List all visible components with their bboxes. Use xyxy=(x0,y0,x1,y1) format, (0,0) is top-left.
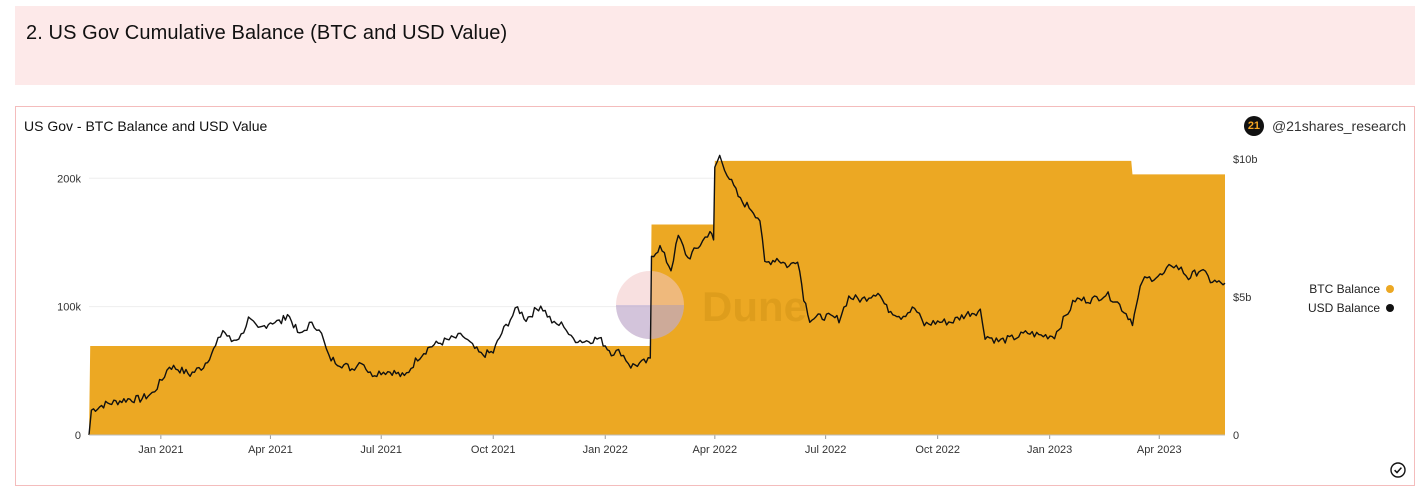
usd-balance-series xyxy=(88,154,1226,436)
x-tick-label: Jan 2023 xyxy=(1027,444,1072,456)
section-header: 2. US Gov Cumulative Balance (BTC and US… xyxy=(15,6,1415,85)
x-tick-label: Jul 2021 xyxy=(360,444,402,456)
legend-dot-usd xyxy=(1386,303,1394,312)
legend-item-usd[interactable]: USD Balance xyxy=(1308,298,1394,317)
author-avatar: 21 xyxy=(1243,116,1264,136)
legend-dot-btc xyxy=(1386,284,1394,293)
y-left-tick-label: 200k xyxy=(57,173,81,185)
x-tick-label: Apr 2022 xyxy=(693,444,738,456)
usd-balance-line xyxy=(88,154,1226,436)
chart-card: US Gov - BTC Balance and USD Value 21 @2… xyxy=(15,106,1415,486)
x-tick-label: Apr 2021 xyxy=(248,444,293,456)
y-left-tick-label: 0 xyxy=(75,430,81,442)
section-title: 2. US Gov Cumulative Balance (BTC and US… xyxy=(26,22,508,44)
legend: BTC Balance USD Balance xyxy=(1308,279,1394,317)
legend-label-btc: BTC Balance xyxy=(1309,281,1380,296)
author-link[interactable]: 21 @21shares_research xyxy=(1243,116,1406,136)
x-tick-label: Oct 2021 xyxy=(471,444,516,456)
x-tick-label: Jan 2022 xyxy=(583,444,628,456)
y-right-tick-label: $10b xyxy=(1233,154,1257,166)
x-tick-label: Jan 2021 xyxy=(138,444,183,456)
x-tick-label: Apr 2023 xyxy=(1137,444,1182,456)
dune-watermark: Dune xyxy=(616,271,807,339)
y-left-tick-label: 100k xyxy=(57,302,81,314)
legend-label-usd: USD Balance xyxy=(1307,300,1380,315)
watermark-text: Dune xyxy=(702,283,807,330)
dune-logo-half xyxy=(616,305,684,339)
chart-svg: Dune 0 100k 200k 0 $5b $10b Jan 2021 Apr 2021 Ju… xyxy=(57,154,1257,456)
author-name: @21shares_research xyxy=(1271,118,1406,134)
chart-title: US Gov - BTC Balance and USD Value xyxy=(24,118,268,134)
check-circle-icon[interactable] xyxy=(1390,462,1406,478)
legend-item-btc[interactable]: BTC Balance xyxy=(1308,279,1394,298)
axis-layer: 0 100k 200k 0 $5b $10b Jan 2021 Apr 2021 Jul 202… xyxy=(57,154,1257,456)
y-right-tick-label: $5b xyxy=(1233,292,1251,304)
x-tick-label: Jul 2022 xyxy=(805,444,847,456)
x-tick-label: Oct 2022 xyxy=(915,444,960,456)
dune-logo-icon xyxy=(616,271,684,339)
y-right-tick-label: 0 xyxy=(1233,430,1239,442)
